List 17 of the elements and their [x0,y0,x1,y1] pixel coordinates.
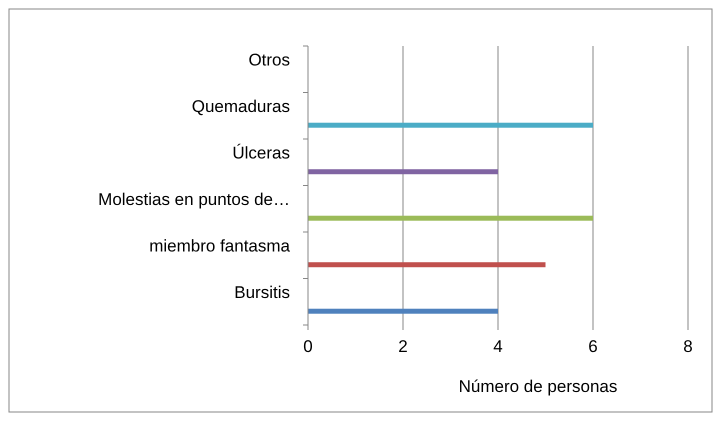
x-tick-label: 2 [398,337,408,356]
y-tick-label: miembro fantasma [149,236,291,256]
y-tick-label: Bursitis [234,282,290,302]
x-tick-label: 8 [683,337,693,356]
y-tick-label: Úlceras [232,143,290,162]
bar [308,169,498,174]
bar [308,308,498,314]
bar [308,216,593,221]
x-tick-label: 0 [303,337,313,356]
bar [308,122,593,128]
x-tick-label: 4 [493,337,503,356]
x-axis-title: Número de personas [458,377,618,396]
x-tick-label: 6 [588,337,598,356]
y-tick-label: Otros [248,50,290,70]
bar [308,262,546,268]
y-tick-label: Quemaduras [192,96,290,116]
y-tick-label: Molestias en puntos de… [98,190,290,209]
